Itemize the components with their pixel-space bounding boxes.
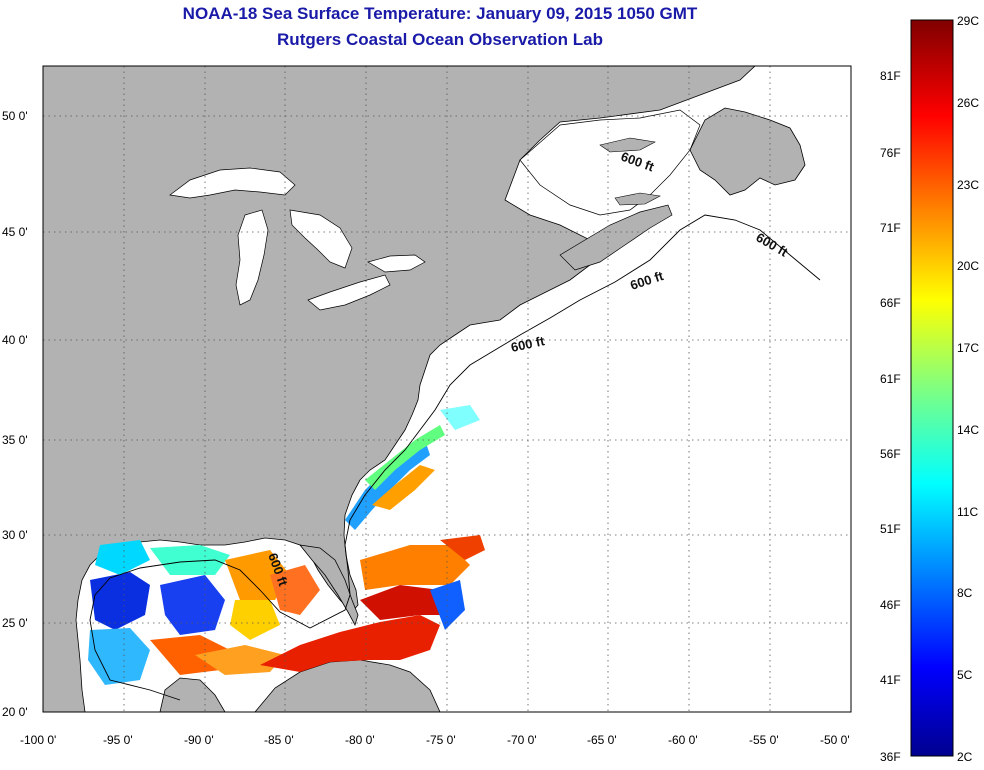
lon-tick-label: -85 0' (264, 733, 294, 747)
colorbar-fahrenheit-label: 81F (880, 69, 901, 83)
sst-data-florida-straits (260, 535, 485, 672)
lon-tick-label: -75 0' (426, 733, 456, 747)
lake-michigan (235, 209, 269, 306)
colorbar-celsius-label: 20C (957, 259, 979, 273)
lat-tick-label: 20 0' (2, 705, 28, 719)
land-newfoundland (689, 107, 806, 196)
colorbar-fahrenheit-label: 41F (880, 673, 901, 687)
lon-tick-label: -55 0' (749, 733, 779, 747)
colorbar-fahrenheit-label: 61F (880, 372, 901, 386)
land-pei (614, 192, 661, 206)
lake-ontario (367, 254, 426, 273)
lon-tick-label: -80 0' (345, 733, 375, 747)
lon-tick-label: -95 0' (103, 733, 133, 747)
colorbar-fahrenheit-label: 76F (880, 146, 901, 160)
map-frame (42, 65, 852, 713)
sst-data-gulf (88, 540, 320, 685)
land-anticosti (599, 137, 656, 153)
colorbar-celsius-label: 26C (957, 96, 979, 110)
lat-tick-label: 35 0' (2, 433, 28, 447)
colorbar-celsius-label: 8C (957, 586, 973, 600)
lon-tick-labels: -100 0' -95 0' -90 0' -85 0' -80 0' -75 … (20, 733, 850, 747)
lat-tick-label: 40 0' (2, 333, 28, 347)
colorbar-celsius-label: 2C (957, 750, 973, 764)
land-yucatan (159, 677, 226, 712)
colorbar-celsius-label: 14C (957, 423, 979, 437)
lon-tick-label: -100 0' (20, 733, 56, 747)
lon-tick-label: -50 0' (820, 733, 850, 747)
colorbar-celsius-label: 11C (957, 505, 978, 519)
map-subtitle: Rutgers Coastal Ocean Observation Lab (277, 30, 603, 49)
land-florida (299, 544, 359, 627)
colorbar-fahrenheit-label: 36F (880, 750, 901, 764)
colorbar-fahrenheit-label: 56F (880, 447, 901, 461)
map-title: NOAA-18 Sea Surface Temperature: January… (182, 4, 698, 23)
lake-huron (289, 209, 353, 269)
colorbar (910, 19, 954, 757)
lon-tick-label: -60 0' (668, 733, 698, 747)
gulf-st-lawrence (519, 109, 701, 216)
colorbar-fahrenheit-label: 71F (880, 221, 901, 235)
contour-600ft (89, 214, 821, 701)
land-cuba (254, 659, 441, 712)
lake-erie (307, 274, 391, 311)
colorbar-celsius-label: 23C (957, 178, 979, 192)
lon-tick-label: -65 0' (587, 733, 617, 747)
lat-tick-label: 45 0' (2, 225, 28, 239)
colorbar-fahrenheit-labels: 81F 76F 71F 66F 61F 56F 51F 46F 41F 36F (880, 69, 901, 764)
colorbar-fahrenheit-label: 51F (880, 522, 901, 536)
contour-label: 600 ft (510, 333, 547, 355)
lake-superior (169, 167, 296, 199)
lat-tick-label: 25 0' (2, 616, 28, 630)
lon-tick-label: -70 0' (507, 733, 537, 747)
lat-tick-label: 30 0' (2, 528, 28, 542)
colorbar-fahrenheit-label: 46F (880, 598, 901, 612)
colorbar-celsius-label: 17C (957, 341, 979, 355)
lat-tick-label: 50 0' (2, 109, 28, 123)
lon-tick-label: -90 0' (184, 733, 214, 747)
colorbar-celsius-label: 29C (957, 14, 979, 28)
land-nova-scotia (559, 204, 673, 271)
colorbar-fahrenheit-label: 66F (880, 296, 901, 310)
colorbar-celsius-label: 5C (957, 668, 973, 682)
lat-tick-labels: 20 0' 25 0' 30 0' 35 0' 40 0' 45 0' 50 0… (2, 109, 28, 719)
colorbar-celsius-labels: 29C 26C 23C 20C 17C 14C 11C 8C 5C 2C (957, 14, 979, 764)
